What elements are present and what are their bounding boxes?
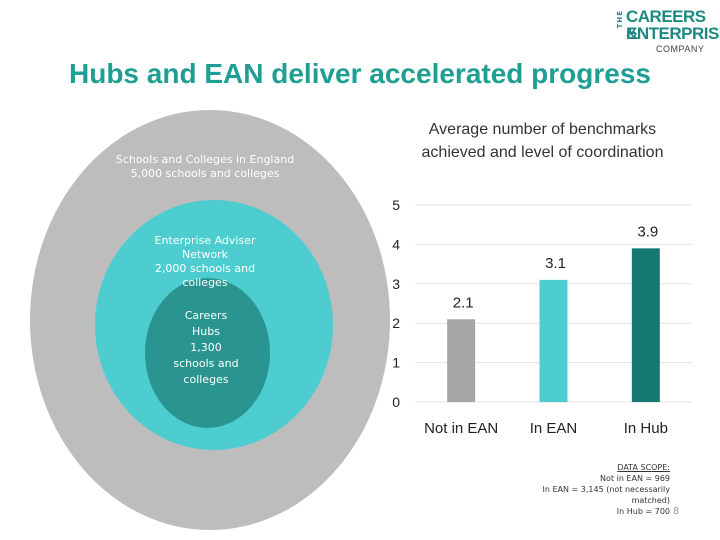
data-scope-line-3: matched) [631,496,670,505]
y-tick-label-0: 0 [392,394,400,410]
y-tick-label-4: 4 [392,236,400,252]
chart-title: Average number of benchmarks achieved an… [421,121,664,161]
company-logo: THE CAREERS & ENTERPRISE COMPANY [616,6,720,58]
bar-value-label-1: 3.1 [545,255,566,272]
inner-circle-careers-hubs [145,278,270,428]
middle-circle-label-line-3: 2,000 schools and [154,262,256,275]
logo-line-3: COMPANY [656,44,705,54]
y-tick-label-3: 3 [392,276,400,292]
x-category-label-1: In EAN [530,420,578,437]
inner-circle-label-line-3: 1,300 [190,341,222,354]
y-tick-label-1: 1 [392,355,400,371]
data-scope-line-4: In Hub = 700 [616,507,670,516]
middle-circle-label-line-4: colleges [182,276,228,289]
outer-circle-label: Schools and Colleges in England 5,000 sc… [95,153,315,181]
inner-circle-label: Careers Hubs 1,300 schools and colleges [150,308,262,388]
data-scope-line-1: Not in EAN = 969 [600,474,670,483]
y-tick-label-5: 5 [392,197,400,213]
outer-circle-label-line-2: 5,000 schools and colleges [130,167,280,180]
inner-circle-label-line-2: Hubs [192,325,220,338]
data-scope-header: DATA SCOPE: [617,463,670,472]
bar-0 [447,319,476,402]
middle-circle-label: Enterprise Adviser Network 2,000 schools… [135,234,275,290]
benchmarks-bar-chart: 0 1 2 3 4 5 2.1 Not in EAN 3.1 In EAN 3.9 In Hub [392,197,692,437]
data-scope-line-2: In EAN = 3,145 (not necessarily [542,485,670,494]
bar-2 [631,248,660,402]
slide-title: Hubs and EAN deliver accelerated progres… [69,58,651,89]
outer-circle-label-line-1: Schools and Colleges in England [115,153,295,166]
y-tick-label-2: 2 [392,315,400,331]
logo-line-2: ENTERPRISE [626,24,720,43]
x-category-label-2: In Hub [624,420,668,437]
bar-value-label-2: 3.9 [637,223,658,240]
inner-circle-label-line-5: colleges [183,373,229,386]
logo-line-1: CAREERS & [626,7,706,43]
inner-circle-label-line-4: schools and [173,357,239,370]
x-category-label-0: Not in EAN [424,420,498,437]
inner-circle-label-line-1: Careers [184,309,228,322]
bar-value-label-0: 2.1 [453,294,474,311]
data-scope-note: DATA SCOPE: Not in EAN = 969 In EAN = 3,… [520,462,670,517]
logo-the: THE [616,10,624,29]
page-number: 8 [673,506,680,517]
middle-circle-label-line-2: Network [182,248,228,261]
middle-circle-label-line-1: Enterprise Adviser [154,234,256,247]
bar-1 [539,279,568,402]
